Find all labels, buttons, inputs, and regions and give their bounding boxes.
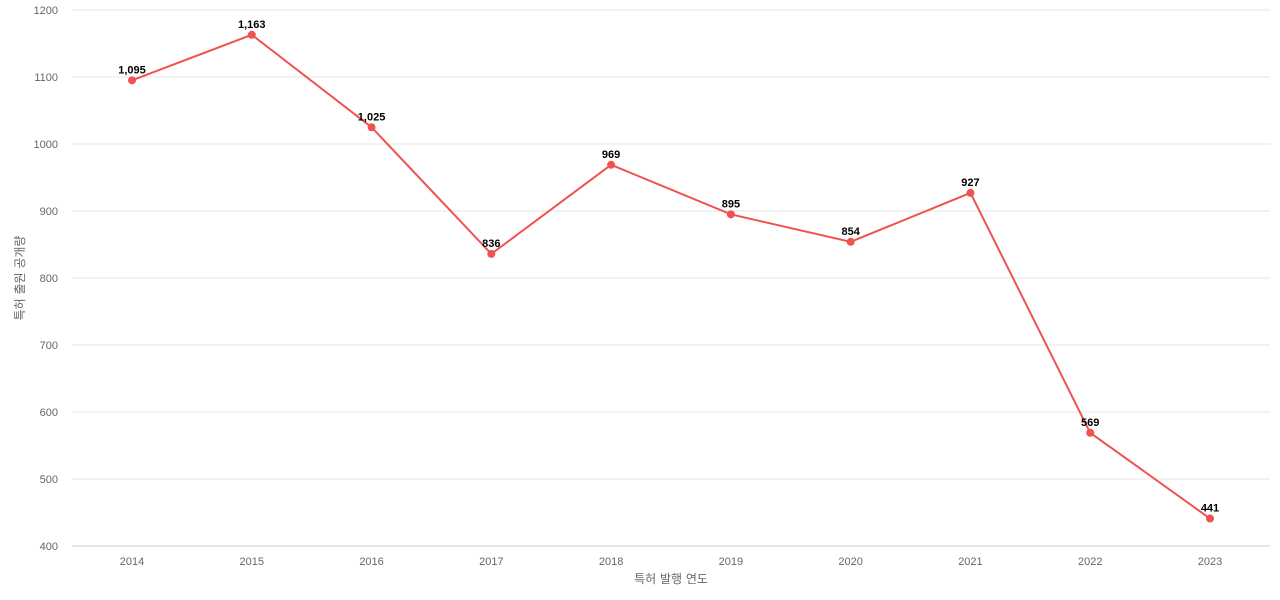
data-point bbox=[1086, 428, 1095, 437]
y-tick-label: 500 bbox=[40, 474, 58, 486]
x-axis-ticks: 2014 2015 2016 2017 2018 2019 2020 2021 2022 2023 bbox=[120, 556, 1222, 568]
data-label: 895 bbox=[722, 198, 740, 210]
series-line bbox=[131, 33, 1211, 520]
x-tick-label: 2018 bbox=[599, 556, 623, 568]
x-tick-label: 2016 bbox=[359, 556, 383, 568]
data-point bbox=[247, 30, 256, 39]
x-tick-label: 2015 bbox=[240, 556, 264, 568]
data-label: 569 bbox=[1081, 417, 1099, 429]
data-label: 1,095 bbox=[118, 64, 146, 76]
x-axis-title: 특허 발행 연도 bbox=[634, 571, 708, 586]
y-tick-label: 800 bbox=[40, 273, 58, 285]
data-points bbox=[128, 30, 1214, 523]
x-tick-label: 2014 bbox=[120, 556, 144, 568]
gridlines bbox=[72, 9, 1270, 480]
y-tick-label: 700 bbox=[40, 340, 58, 352]
data-label: 441 bbox=[1201, 503, 1219, 515]
data-point bbox=[367, 123, 376, 132]
x-tick-label: 2022 bbox=[1078, 556, 1102, 568]
y-tick-label: 900 bbox=[40, 206, 58, 218]
x-tick-label: 2020 bbox=[838, 556, 862, 568]
data-point bbox=[487, 249, 496, 258]
y-tick-label: 1200 bbox=[34, 5, 58, 17]
x-tick-label: 2019 bbox=[719, 556, 743, 568]
data-point bbox=[607, 160, 616, 169]
data-point bbox=[846, 237, 855, 246]
data-labels: 1,095 1,163 1,025 836 969 895 854 927 569 441 bbox=[118, 19, 1219, 515]
data-label: 1,163 bbox=[238, 19, 266, 31]
data-label: 927 bbox=[961, 177, 979, 189]
data-point bbox=[966, 188, 975, 197]
data-label: 836 bbox=[482, 238, 500, 250]
data-label: 854 bbox=[841, 226, 860, 238]
x-tick-label: 2017 bbox=[479, 556, 503, 568]
y-tick-label: 1000 bbox=[34, 139, 58, 151]
y-tick-label: 600 bbox=[40, 407, 58, 419]
data-point bbox=[1206, 514, 1214, 523]
y-tick-label: 1100 bbox=[34, 72, 58, 84]
data-label: 1,025 bbox=[358, 111, 386, 123]
data-point bbox=[726, 210, 735, 219]
x-tick-label: 2023 bbox=[1198, 556, 1222, 568]
x-tick-label: 2021 bbox=[958, 556, 982, 568]
data-label: 969 bbox=[602, 149, 620, 161]
y-tick-label: 400 bbox=[40, 541, 58, 553]
y-axis-ticks: 400 500 600 700 800 900 1000 1100 1200 bbox=[34, 5, 58, 553]
data-point bbox=[128, 76, 136, 85]
y-axis-title: 특허 출원 공개량 bbox=[13, 236, 27, 321]
